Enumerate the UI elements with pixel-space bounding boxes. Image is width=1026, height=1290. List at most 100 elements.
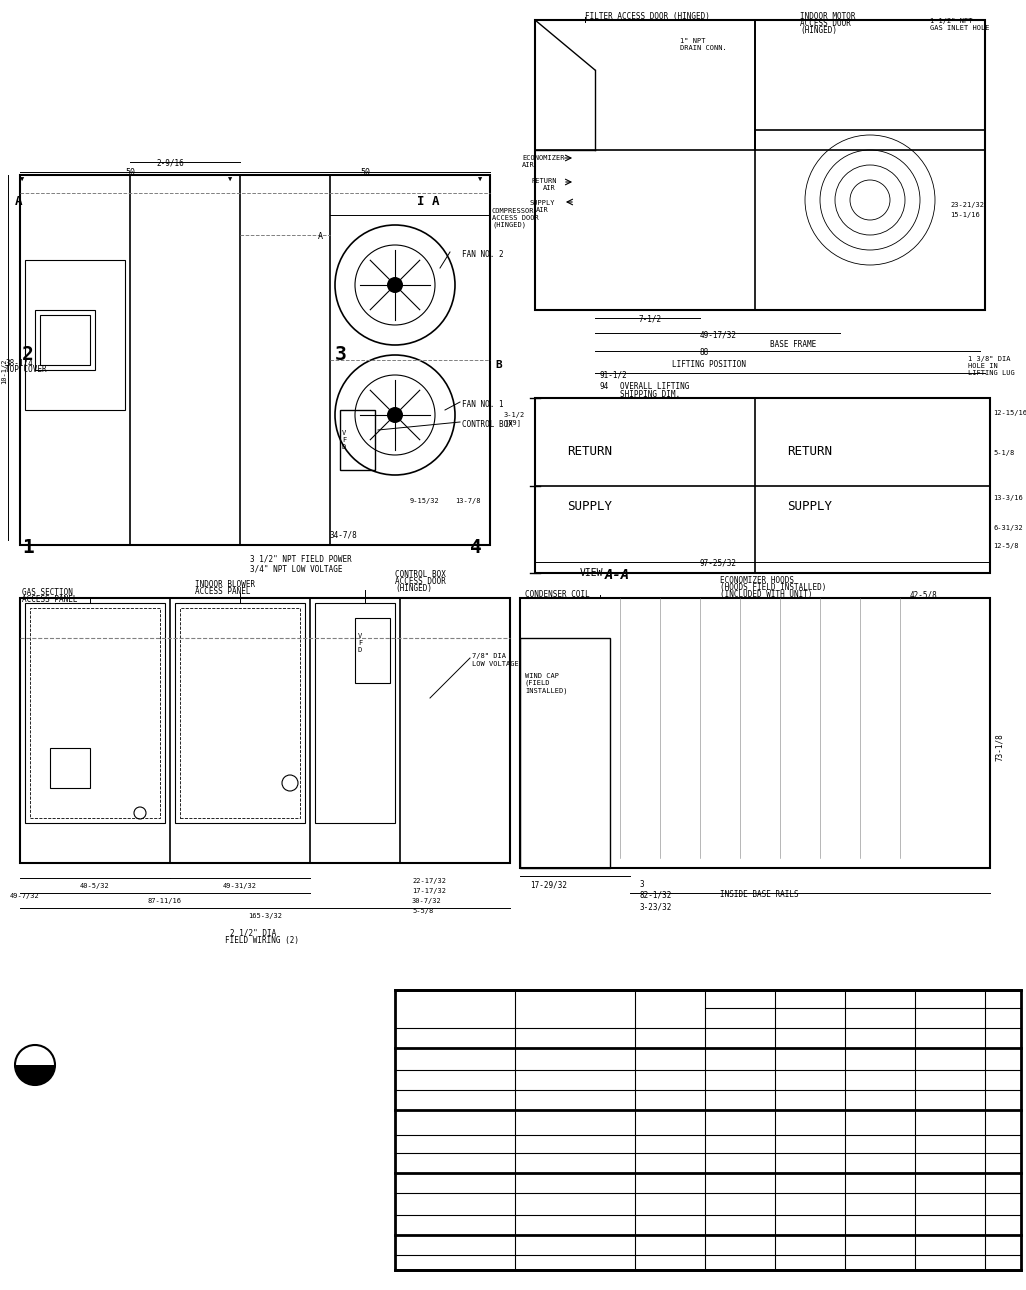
Text: 34-7/8: 34-7/8 (330, 530, 358, 539)
Text: 3-1/2: 3-1/2 (504, 412, 525, 418)
Text: ECONOMIZER: ECONOMIZER (522, 155, 564, 161)
Text: A-A: A-A (605, 568, 630, 582)
Text: 2-9/16: 2-9/16 (156, 157, 184, 166)
Bar (25, 602, 165, 823)
Text: 87-11/16: 87-11/16 (148, 898, 182, 904)
Bar (535, 399, 990, 573)
Text: INSTALLED): INSTALLED) (525, 688, 567, 694)
Text: 49-31/32: 49-31/32 (223, 882, 256, 889)
Text: 13-7/8: 13-7/8 (455, 498, 480, 504)
Text: RETURN: RETURN (532, 178, 557, 184)
Text: 38-1/4: 38-1/4 (5, 359, 33, 366)
Text: LIFTING POSITION: LIFTING POSITION (672, 360, 746, 369)
Text: SUPPLY: SUPPLY (530, 200, 555, 206)
Text: 88: 88 (700, 348, 709, 357)
Text: (HINGED): (HINGED) (492, 222, 526, 228)
Text: 9-15/32: 9-15/32 (410, 498, 440, 504)
Text: ACCESS DOOR: ACCESS DOOR (395, 577, 446, 586)
Bar (535, 21, 755, 150)
Text: 49-17/32: 49-17/32 (700, 330, 737, 339)
Bar (35, 310, 95, 370)
Text: 49-7/32: 49-7/32 (10, 893, 40, 899)
Bar (50, 748, 90, 788)
Text: 91-1/2: 91-1/2 (600, 370, 628, 379)
Text: COMPRESSOR: COMPRESSOR (492, 208, 535, 214)
Bar (40, 315, 90, 365)
Text: SUPPLY: SUPPLY (567, 501, 613, 513)
Text: I A: I A (417, 195, 439, 208)
Text: ACCESS DOOR: ACCESS DOOR (800, 19, 851, 28)
Text: CONTROL BOX: CONTROL BOX (395, 570, 446, 579)
Text: FILTER ACCESS DOOR (HINGED): FILTER ACCESS DOOR (HINGED) (585, 12, 710, 21)
Text: SUPPLY: SUPPLY (788, 501, 832, 513)
Text: 50: 50 (360, 168, 370, 177)
Text: CONDENSER COIL: CONDENSER COIL (525, 590, 590, 599)
Text: ▼: ▼ (228, 177, 232, 183)
Bar (535, 21, 985, 310)
Text: GAS INLET HOLE: GAS INLET HOLE (930, 25, 989, 31)
Text: 7/8" DIA: 7/8" DIA (472, 653, 506, 659)
Text: ACCESS DOOR: ACCESS DOOR (492, 215, 539, 221)
Text: (HOODS FIELD INSTALLED): (HOODS FIELD INSTALLED) (720, 583, 826, 592)
Text: AIR: AIR (536, 206, 549, 213)
Text: 50: 50 (125, 168, 135, 177)
Text: 17-29/32: 17-29/32 (530, 880, 567, 889)
Bar (755, 130, 985, 310)
Bar (355, 618, 390, 682)
Text: 10-1/2: 10-1/2 (1, 359, 7, 383)
Text: 22-17/32: 22-17/32 (412, 878, 446, 884)
Text: FAN NO. 2: FAN NO. 2 (462, 250, 504, 259)
Text: WIND CAP: WIND CAP (525, 673, 559, 679)
Text: V
F
D: V F D (342, 430, 346, 450)
Text: 40-5/32: 40-5/32 (80, 882, 110, 889)
Text: 15-1/16: 15-1/16 (950, 212, 980, 218)
Text: 165-3/32: 165-3/32 (248, 913, 282, 918)
Bar (520, 639, 610, 868)
Text: CONTROL BOX: CONTROL BOX (462, 421, 513, 430)
Bar (25, 261, 125, 410)
Text: FIELD WIRING (2): FIELD WIRING (2) (225, 937, 299, 946)
Text: LIFTING LUG: LIFTING LUG (968, 370, 1015, 375)
Text: 1 3/8" DIA: 1 3/8" DIA (968, 356, 1011, 362)
Text: 1: 1 (22, 538, 34, 557)
Text: 1" NPT: 1" NPT (680, 37, 706, 44)
Text: 7-1/2: 7-1/2 (638, 315, 662, 324)
Text: INSIDE BASE RAILS: INSIDE BASE RAILS (720, 890, 798, 899)
Text: 42-5/8: 42-5/8 (910, 590, 938, 599)
Text: AIR: AIR (543, 184, 556, 191)
Bar (340, 410, 374, 470)
Text: 13-3/16: 13-3/16 (993, 495, 1023, 501)
Text: RETURN: RETURN (788, 445, 832, 458)
Bar (520, 599, 990, 868)
Text: 12-15/16: 12-15/16 (993, 410, 1026, 415)
Text: OVERALL LIFTING: OVERALL LIFTING (620, 382, 689, 391)
Text: FAN NO. 1: FAN NO. 1 (462, 400, 504, 409)
Text: (FIELD: (FIELD (525, 680, 551, 686)
Text: BASE FRAME: BASE FRAME (770, 341, 817, 350)
Bar (19, 599, 510, 863)
Text: V
F
D: V F D (358, 633, 362, 653)
Text: 3: 3 (640, 880, 644, 889)
Text: B: B (495, 360, 502, 370)
Text: 94: 94 (600, 382, 609, 391)
Text: 82-1/32: 82-1/32 (640, 890, 672, 899)
Text: ECONOMIZER HOODS: ECONOMIZER HOODS (720, 577, 794, 584)
Wedge shape (15, 1066, 55, 1085)
Text: AIR: AIR (522, 163, 535, 168)
Text: ACCESS PANEL: ACCESS PANEL (22, 595, 78, 604)
Text: (HINGED): (HINGED) (800, 26, 837, 35)
Text: LOW VOLTAGE: LOW VOLTAGE (472, 660, 519, 667)
Text: TOP COVER: TOP COVER (5, 365, 46, 374)
Text: [89]: [89] (504, 419, 521, 426)
Text: GAS SECTION: GAS SECTION (22, 588, 73, 597)
Text: INDOOR MOTOR: INDOOR MOTOR (800, 12, 856, 21)
Text: 23-21/32: 23-21/32 (950, 203, 984, 208)
Text: 2 1/2" DIA: 2 1/2" DIA (230, 928, 276, 937)
Text: RETURN: RETURN (567, 445, 613, 458)
Bar (19, 175, 490, 544)
Text: 97-25/32: 97-25/32 (700, 559, 737, 568)
Text: A: A (15, 195, 23, 208)
Text: 2: 2 (22, 344, 34, 364)
Text: SHIPPING DIM.: SHIPPING DIM. (620, 390, 680, 399)
Text: INDOOR BLOWER: INDOOR BLOWER (195, 580, 255, 590)
